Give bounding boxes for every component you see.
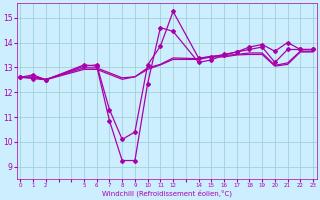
X-axis label: Windchill (Refroidissement éolien,°C): Windchill (Refroidissement éolien,°C) xyxy=(102,190,232,197)
